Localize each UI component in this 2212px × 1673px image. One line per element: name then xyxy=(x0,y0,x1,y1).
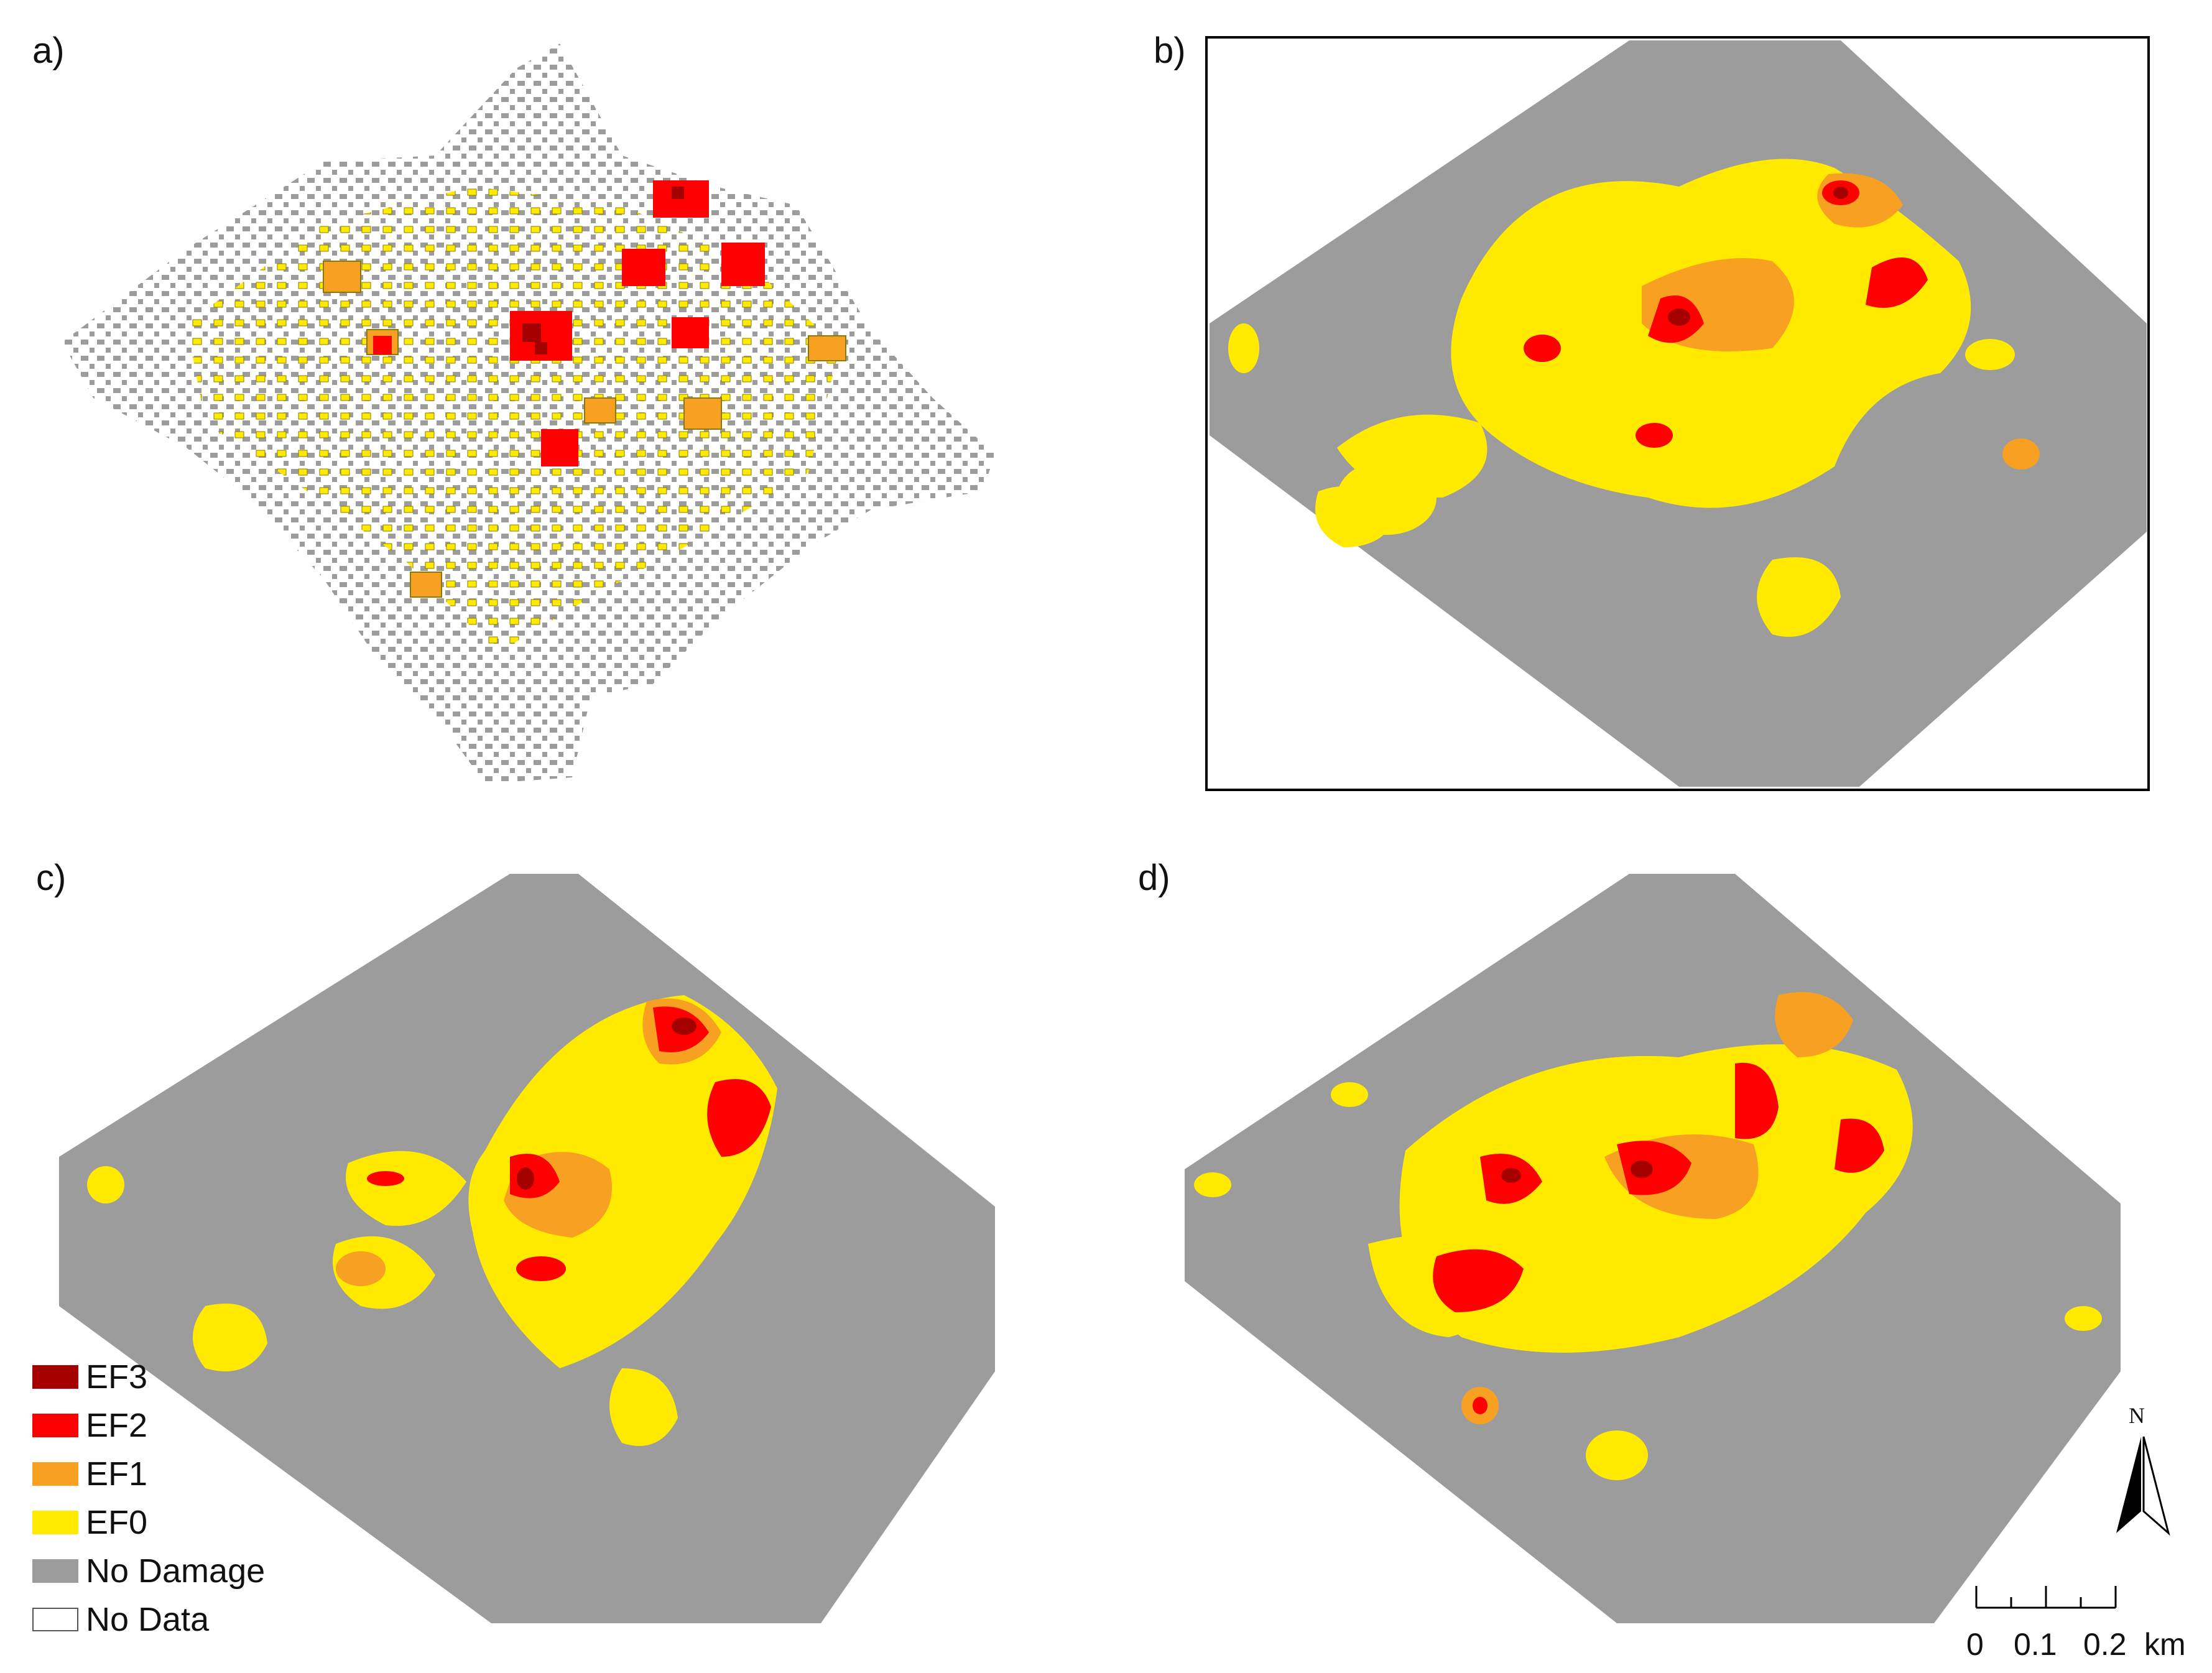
legend-item-no-data: No Data xyxy=(32,1595,265,1644)
legend-item-ef2: EF2 xyxy=(32,1401,265,1450)
legend-label-ef0: EF0 xyxy=(86,1504,148,1541)
scale-unit: km xyxy=(2144,1627,2186,1662)
panel-c-label: c) xyxy=(36,858,67,898)
legend-item-ef1: EF1 xyxy=(32,1450,265,1498)
legend-item-ef3: EF3 xyxy=(32,1353,265,1401)
legend-label-no-data: No Data xyxy=(86,1601,210,1638)
north-label: N xyxy=(2129,1403,2145,1428)
legend-item-no-damage: No Damage xyxy=(32,1547,265,1595)
panel-b-label: b) xyxy=(1154,30,1186,71)
scale-tick-0-2: 0.2 xyxy=(2083,1627,2127,1662)
legend-swatch-no-data xyxy=(32,1608,78,1631)
legend-label-no-damage: No Damage xyxy=(86,1552,266,1590)
north-arrow-icon xyxy=(2116,1436,2170,1536)
legend-label-ef2: EF2 xyxy=(86,1407,148,1444)
scale-tick-0-1: 0.1 xyxy=(2014,1627,2057,1662)
legend-item-ef0: EF0 xyxy=(32,1498,265,1547)
panel-d-label: d) xyxy=(1138,858,1170,898)
scale-tick-0: 0 xyxy=(1966,1627,1984,1662)
scale-bar xyxy=(1975,1586,2117,1609)
panel-c-map xyxy=(59,874,995,1623)
legend-swatch-no-damage xyxy=(32,1559,78,1583)
legend-swatch-ef3 xyxy=(32,1365,78,1389)
panel-a-map xyxy=(62,44,995,784)
panel-b-map xyxy=(1205,36,2150,791)
legend-label-ef1: EF1 xyxy=(86,1455,148,1493)
panel-d-map xyxy=(1185,874,2121,1623)
legend-swatch-ef2 xyxy=(32,1414,78,1437)
legend-swatch-ef1 xyxy=(32,1462,78,1486)
legend: EF3 EF2 EF1 EF0 No Damage No Data xyxy=(32,1353,265,1644)
legend-label-ef3: EF3 xyxy=(86,1358,148,1396)
panel-a-label: a) xyxy=(32,30,65,71)
legend-swatch-ef0 xyxy=(32,1511,78,1534)
